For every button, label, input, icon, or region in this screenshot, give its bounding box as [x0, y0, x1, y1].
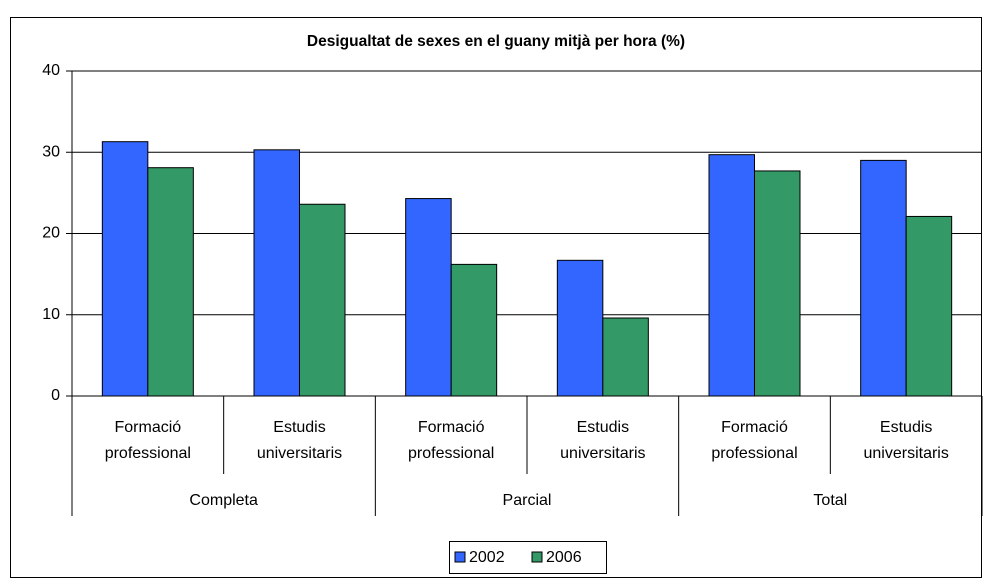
x-tick-label-line: Estudis: [577, 419, 629, 436]
y-tick-label: 10: [42, 306, 60, 323]
x-tick-label: Formació professional: [711, 419, 797, 462]
bar: [708, 154, 755, 397]
y-tick-label: 30: [42, 143, 60, 160]
group-label: Completa: [189, 492, 258, 509]
bar: [405, 198, 452, 397]
legend-box: [449, 541, 607, 574]
x-tick-label: Estudis universitaris: [560, 419, 645, 462]
bar: [556, 259, 604, 397]
bar: [299, 203, 346, 397]
x-tick-label-line: universitaris: [863, 445, 948, 462]
x-tick-label-line: professional: [408, 445, 494, 462]
x-tick-label: Estudis universitaris: [257, 419, 342, 462]
x-tick-label-line: professional: [711, 445, 797, 462]
y-tick-label: 40: [42, 62, 60, 79]
y-tick-label: 0: [51, 387, 60, 404]
x-tick-label-line: universitaris: [257, 445, 342, 462]
bar: [253, 149, 300, 397]
x-tick-label-line: Estudis: [880, 419, 932, 436]
bar: [147, 167, 194, 397]
chart-title: Desigualtat de sexes en el guany mitjà p…: [307, 33, 685, 50]
bar: [754, 170, 801, 397]
bar: [101, 141, 149, 397]
legend-swatch: [531, 551, 543, 563]
group-label: Parcial: [503, 492, 552, 509]
x-tick-label-line: Formació: [721, 419, 788, 436]
bar: [905, 215, 953, 397]
x-tick-label-line: Formació: [418, 419, 485, 436]
group-label: Total: [813, 492, 847, 509]
x-tick-label-line: Estudis: [273, 419, 325, 436]
y-tick-label: 20: [42, 225, 60, 242]
x-tick-label-line: Formació: [114, 419, 181, 436]
legend-label: 2002: [469, 549, 505, 566]
legend: 2002 2006: [449, 541, 607, 574]
x-tick-label: Formació professional: [105, 419, 191, 462]
x-tick-label: Formació professional: [408, 419, 494, 462]
x-tick-label-line: professional: [105, 445, 191, 462]
x-tick-label-line: universitaris: [560, 445, 645, 462]
legend-swatch: [454, 551, 466, 563]
bar: [860, 159, 907, 397]
bar: [450, 263, 498, 397]
bar: [602, 317, 649, 397]
legend-label: 2006: [546, 549, 582, 566]
x-tick-label: Estudis universitaris: [863, 419, 948, 462]
